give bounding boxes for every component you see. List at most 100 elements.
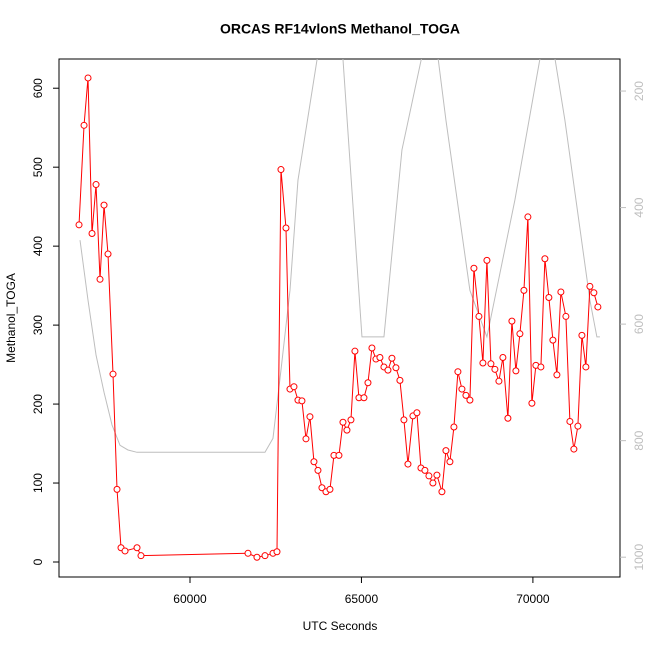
- data-point: [347, 416, 355, 424]
- data-point: [483, 256, 491, 264]
- data-point: [80, 121, 88, 129]
- data-point: [491, 365, 499, 373]
- data-point: [343, 426, 351, 434]
- data-point: [508, 317, 516, 325]
- data-point: [466, 396, 474, 404]
- data-point: [450, 423, 458, 431]
- y2-tick-label: 1000: [632, 544, 646, 571]
- data-point: [475, 312, 483, 320]
- plot-area: [75, 59, 602, 561]
- y-tick-label: 200: [31, 394, 45, 414]
- data-point: [84, 74, 92, 82]
- y-tick-label: 300: [31, 315, 45, 335]
- series-line: [78, 77, 599, 558]
- data-point: [562, 312, 570, 320]
- data-point: [594, 303, 602, 311]
- data-point: [396, 376, 404, 384]
- data-point: [590, 289, 598, 297]
- y2-tick-label: 400: [632, 197, 646, 217]
- data-point: [273, 548, 281, 556]
- data-point: [310, 458, 318, 466]
- data-point: [578, 331, 586, 339]
- data-point: [96, 275, 104, 283]
- data-point: [351, 347, 359, 355]
- data-point: [557, 288, 565, 296]
- x-tick-label: 65000: [345, 592, 379, 606]
- data-point: [504, 414, 512, 422]
- data-point: [368, 344, 376, 352]
- data-point: [318, 484, 326, 492]
- data-point: [446, 458, 454, 466]
- data-point: [524, 213, 532, 221]
- data-point: [121, 547, 129, 555]
- data-point: [335, 451, 343, 459]
- data-point: [458, 385, 466, 393]
- series-line: [79, 59, 600, 453]
- data-point: [404, 460, 412, 468]
- data-point: [421, 466, 429, 474]
- x-tick-label: 70000: [516, 592, 550, 606]
- chart-title: ORCAS RF14vlonS Methanol_TOGA: [220, 21, 460, 37]
- data-point: [137, 552, 145, 560]
- data-point: [454, 368, 462, 376]
- data-point: [88, 230, 96, 238]
- data-point: [314, 466, 322, 474]
- data-point: [360, 394, 368, 402]
- data-point: [520, 286, 528, 294]
- data-point: [541, 255, 549, 263]
- data-point: [113, 485, 121, 493]
- data-point: [549, 336, 557, 344]
- data-point: [429, 479, 437, 487]
- data-point: [537, 363, 545, 371]
- data-point: [302, 435, 310, 443]
- data-point: [400, 416, 408, 424]
- data-point: [298, 397, 306, 405]
- data-point: [479, 359, 487, 367]
- data-point: [282, 224, 290, 232]
- data-point: [553, 371, 561, 379]
- y-tick-label: 600: [31, 78, 45, 98]
- data-point: [376, 353, 384, 361]
- y2-tick-label: 800: [632, 430, 646, 450]
- data-point: [438, 488, 446, 496]
- data-point: [290, 383, 298, 391]
- data-point: [582, 363, 590, 371]
- data-point: [244, 549, 252, 557]
- data-point: [570, 445, 578, 453]
- data-point: [364, 379, 372, 387]
- data-point: [104, 250, 112, 258]
- data-point: [413, 409, 421, 417]
- data-point: [425, 472, 433, 480]
- data-point: [253, 553, 261, 561]
- data-point: [109, 370, 117, 378]
- data-point: [392, 364, 400, 372]
- y-tick-label: 0: [31, 558, 45, 565]
- x-tick-label: 60000: [173, 592, 207, 606]
- data-point: [586, 282, 594, 290]
- data-point: [499, 353, 507, 361]
- data-point: [528, 399, 536, 407]
- data-point: [277, 166, 285, 174]
- data-point: [133, 544, 141, 552]
- plot-frame: [58, 58, 621, 578]
- y2-tick-label: 200: [632, 81, 646, 101]
- data-point: [462, 391, 470, 399]
- y2-tick-label: 600: [632, 314, 646, 334]
- data-point: [92, 181, 100, 189]
- data-point: [516, 330, 524, 338]
- y-tick-label: 100: [31, 473, 45, 493]
- data-point: [433, 471, 441, 479]
- y-axis-label: Methanol_TOGA: [4, 273, 18, 363]
- data-point: [566, 417, 574, 425]
- data-point: [512, 367, 520, 375]
- y-tick-label: 400: [31, 236, 45, 256]
- data-point: [261, 552, 269, 560]
- data-point: [545, 293, 553, 301]
- data-point: [470, 264, 478, 272]
- data-point: [442, 447, 450, 455]
- data-point: [306, 413, 314, 421]
- data-point: [574, 422, 582, 430]
- data-point: [388, 354, 396, 362]
